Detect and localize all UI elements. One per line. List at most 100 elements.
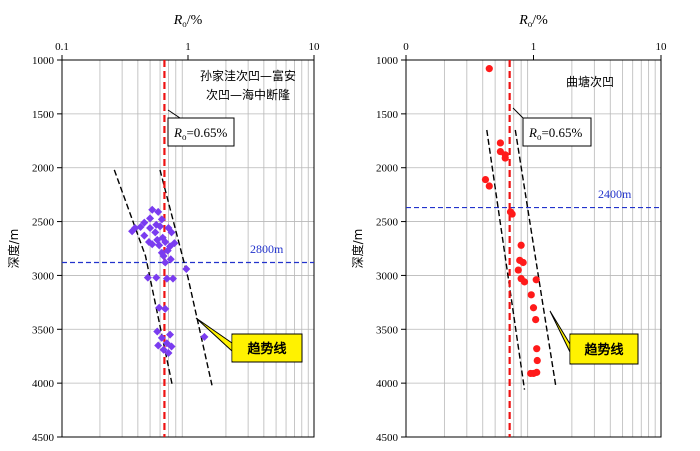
data-point	[166, 255, 175, 264]
data-point	[167, 228, 176, 237]
trend-callout-box	[231, 333, 303, 363]
data-point	[533, 345, 541, 353]
y-tick-label: 4000	[376, 378, 399, 390]
y-tick-label: 4500	[32, 432, 55, 444]
data-point	[182, 264, 191, 273]
y-axis-title: 深度/m	[350, 229, 365, 269]
data-point	[485, 65, 493, 73]
data-point	[529, 304, 538, 312]
y-tick-label: 4000	[32, 378, 55, 390]
data-point	[532, 315, 540, 324]
trend-callout-pointer	[195, 317, 233, 353]
trend-line	[159, 169, 213, 386]
y-axis-title: 深度/m	[6, 229, 21, 269]
x-axis-title: Ro/%	[173, 13, 203, 29]
data-point	[159, 345, 168, 354]
x-tick-label: 10	[309, 41, 321, 53]
ro-callout-leader	[167, 109, 181, 119]
data-point	[154, 341, 163, 350]
data-point	[164, 348, 173, 357]
x-tick-label: 1	[531, 41, 537, 53]
data-point	[140, 231, 149, 240]
ro-callout-box	[522, 117, 592, 147]
trend-line	[113, 169, 173, 386]
data-point	[162, 274, 171, 283]
data-point	[148, 240, 157, 249]
ro-callout-leader	[512, 107, 524, 119]
ro-callout-value: =0.65%	[541, 125, 582, 140]
data-point	[163, 246, 172, 255]
threshold-depth-label: 2400m	[598, 187, 632, 201]
data-point	[161, 258, 170, 267]
chart-panel-1: 0.1 1 10 1000 1500 2000 2500 3000 3500 4000 4500 Ro…	[6, 13, 320, 444]
trend-callout-box	[569, 333, 639, 365]
trend-line	[514, 129, 557, 388]
data-point	[168, 274, 177, 283]
data-point	[154, 207, 163, 216]
x-axis-title-main: R	[173, 13, 183, 28]
data-point	[161, 238, 170, 247]
y-tick-label: 1500	[32, 109, 55, 121]
ro-callout-main: R	[528, 125, 537, 140]
threshold-depth-label: 2800m	[250, 242, 284, 256]
data-point	[485, 182, 493, 190]
data-point	[161, 304, 170, 313]
x-axis-title-main: R	[518, 13, 528, 28]
y-tick-label: 3000	[376, 270, 399, 282]
data-point	[517, 241, 525, 249]
x-tick-label: 10	[656, 41, 668, 53]
y-tick-label: 1000	[32, 55, 55, 67]
data-point	[152, 273, 161, 282]
ro-callout-text: Ro=0.65%	[528, 125, 583, 142]
data-point	[520, 278, 529, 286]
data-point	[155, 303, 164, 312]
data-point	[151, 228, 160, 237]
x-axis-title-sub: o	[528, 19, 533, 29]
y-tick-label: 4500	[376, 432, 399, 444]
region-title: 次凹—海中断隆	[206, 87, 290, 102]
ro-callout-sub: o	[537, 132, 542, 142]
data-point	[128, 227, 137, 236]
x-tick-label: 1	[185, 41, 191, 53]
trend-line	[486, 129, 526, 390]
data-point	[200, 332, 209, 341]
trend-callout-pointer	[549, 310, 571, 353]
data-point	[155, 241, 164, 250]
ro-callout-value: =0.65%	[186, 125, 227, 140]
y-tick-label: 2500	[376, 217, 399, 229]
region-title: 曲塘次凹	[566, 74, 614, 89]
x-axis-title-sub: o	[182, 19, 187, 29]
chart-panel-2: 0 1 1010001500200025003000350040004500Ro/%…	[350, 13, 667, 444]
region-title: 孙家洼次凹—富安	[200, 68, 296, 83]
ro-callout-box	[167, 117, 235, 147]
data-point	[532, 276, 540, 284]
trend-callout-label: 趋势线	[247, 341, 286, 357]
data-point	[508, 210, 516, 218]
data-point	[140, 218, 149, 227]
data-point	[157, 333, 166, 342]
x-axis-title: Ro/%	[518, 13, 548, 29]
y-tick-label: 3000	[32, 270, 55, 282]
x-tick-label: 0	[403, 41, 409, 53]
data-point	[533, 368, 541, 376]
y-tick-label: 2000	[376, 163, 399, 175]
data-point	[159, 252, 168, 261]
data-point	[533, 356, 541, 365]
data-point	[157, 215, 166, 224]
x-axis-title-unit: /%	[532, 13, 548, 28]
ro-callout-main: R	[173, 125, 182, 140]
data-point	[136, 222, 145, 231]
data-point	[501, 154, 509, 162]
data-point	[496, 139, 504, 147]
x-axis-title-unit: /%	[187, 13, 203, 28]
y-tick-label: 3500	[32, 324, 55, 336]
data-point	[146, 214, 155, 223]
data-point	[166, 330, 175, 339]
trend-callout-label: 趋势线	[584, 342, 623, 358]
data-point	[519, 258, 527, 267]
y-tick-label: 2000	[32, 163, 55, 175]
data-point	[153, 327, 162, 336]
y-tick-label: 1500	[376, 109, 399, 121]
